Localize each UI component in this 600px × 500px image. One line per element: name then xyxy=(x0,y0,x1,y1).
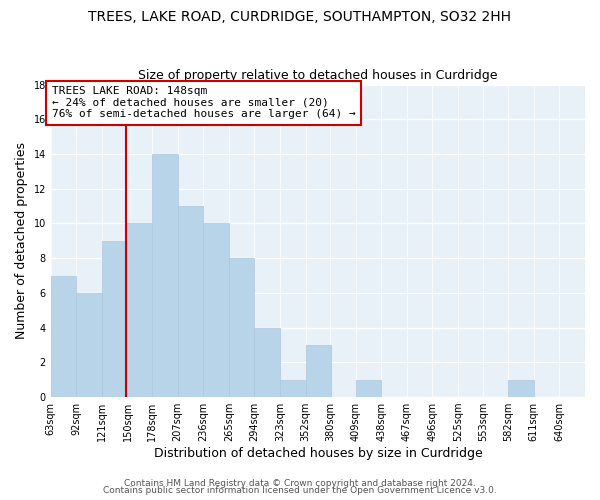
Bar xyxy=(254,328,280,397)
Bar xyxy=(280,380,305,397)
Text: Contains HM Land Registry data © Crown copyright and database right 2024.: Contains HM Land Registry data © Crown c… xyxy=(124,478,476,488)
Bar xyxy=(76,293,102,397)
Y-axis label: Number of detached properties: Number of detached properties xyxy=(15,142,28,340)
Bar xyxy=(127,224,153,397)
Bar xyxy=(102,241,127,397)
Bar xyxy=(51,276,76,397)
Bar xyxy=(152,154,178,397)
Title: Size of property relative to detached houses in Curdridge: Size of property relative to detached ho… xyxy=(138,69,497,82)
Text: TREES, LAKE ROAD, CURDRIDGE, SOUTHAMPTON, SO32 2HH: TREES, LAKE ROAD, CURDRIDGE, SOUTHAMPTON… xyxy=(89,10,511,24)
Bar xyxy=(229,258,254,397)
Text: Contains public sector information licensed under the Open Government Licence v3: Contains public sector information licen… xyxy=(103,486,497,495)
Bar xyxy=(356,380,382,397)
Text: TREES LAKE ROAD: 148sqm
← 24% of detached houses are smaller (20)
76% of semi-de: TREES LAKE ROAD: 148sqm ← 24% of detache… xyxy=(52,86,355,120)
Bar xyxy=(178,206,203,397)
Bar xyxy=(305,345,331,397)
Bar xyxy=(203,224,229,397)
Bar xyxy=(508,380,534,397)
X-axis label: Distribution of detached houses by size in Curdridge: Distribution of detached houses by size … xyxy=(154,447,482,460)
